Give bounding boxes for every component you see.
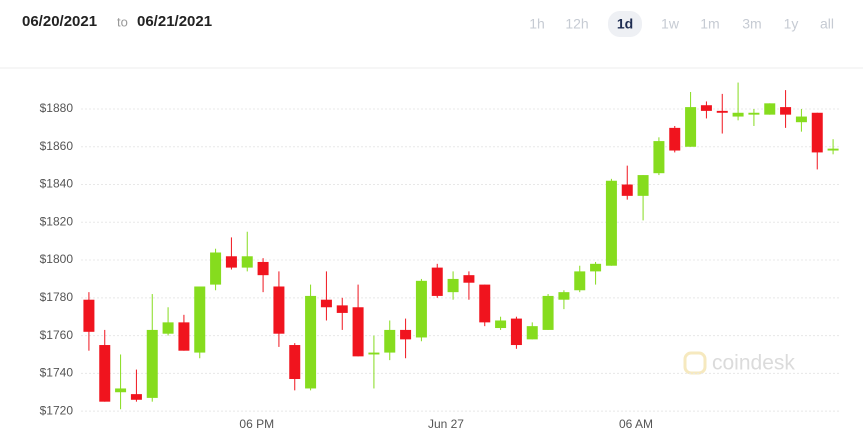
candle-body xyxy=(574,271,586,291)
range-button[interactable]: 1m xyxy=(700,16,719,32)
candle-body xyxy=(700,105,712,111)
y-tick-label: $1760 xyxy=(40,328,74,342)
x-tick-label: 06 AM xyxy=(619,417,653,431)
x-tick-label: Jun 27 xyxy=(428,417,464,431)
candle-body xyxy=(716,110,728,113)
candle-body xyxy=(431,267,443,296)
candle-body xyxy=(748,112,760,115)
y-tick-label: $1780 xyxy=(40,290,74,304)
range-selected-bg xyxy=(608,11,642,37)
candle-body xyxy=(178,322,190,351)
y-tick-label: $1820 xyxy=(40,214,74,228)
candle-body xyxy=(320,299,332,308)
candle-body xyxy=(257,261,269,276)
candle-body xyxy=(495,320,507,329)
range-button[interactable]: 1w xyxy=(661,16,680,32)
candle-body xyxy=(811,112,823,153)
candle-body xyxy=(669,127,681,151)
candle-body xyxy=(194,286,206,353)
candle-body xyxy=(653,141,665,174)
candle-body xyxy=(732,112,744,117)
candle-body xyxy=(384,329,396,353)
range-button[interactable]: 12h xyxy=(565,16,588,32)
watermark-text: coindesk xyxy=(712,352,795,375)
candle-body xyxy=(605,180,617,266)
candle-body xyxy=(146,329,158,398)
candle-body xyxy=(558,292,570,300)
range-button[interactable]: 3m xyxy=(742,16,761,32)
x-tick-label: 06 PM xyxy=(239,417,274,431)
candle-body xyxy=(780,107,792,115)
candle-body xyxy=(827,148,839,151)
candle-body xyxy=(352,307,364,357)
range-button[interactable]: 1y xyxy=(784,16,799,32)
candle-body xyxy=(400,329,412,340)
date-to: 06/21/2021 xyxy=(137,13,212,30)
candle-body xyxy=(368,352,380,355)
range-button[interactable]: all xyxy=(820,16,834,32)
candle-body xyxy=(115,388,127,393)
candle-body xyxy=(289,345,301,380)
candle-body xyxy=(510,318,522,346)
y-tick-label: $1860 xyxy=(40,139,74,153)
candle-body xyxy=(305,295,317,389)
candle-body xyxy=(463,275,475,283)
candle-body xyxy=(241,256,253,268)
candle-body xyxy=(764,103,776,115)
range-button[interactable]: 1d xyxy=(617,16,633,32)
y-tick-label: $1740 xyxy=(40,366,74,380)
candle-body xyxy=(162,322,174,334)
date-from: 06/20/2021 xyxy=(22,13,97,30)
candle-body xyxy=(590,263,602,272)
watermark: coindesk xyxy=(683,351,795,375)
candle-body xyxy=(130,394,142,400)
candle-body xyxy=(621,184,633,196)
candle-body xyxy=(225,256,237,268)
candle-body xyxy=(99,345,111,402)
range-button[interactable]: 1h xyxy=(529,16,545,32)
y-tick-label: $1840 xyxy=(40,177,74,191)
candle-body xyxy=(336,305,348,313)
candle-body xyxy=(479,284,491,323)
candle-body xyxy=(526,326,538,340)
y-tick-label: $1800 xyxy=(40,252,74,266)
candle-body xyxy=(447,278,459,293)
y-tick-label: $1720 xyxy=(40,403,74,417)
candle-body xyxy=(415,280,427,338)
watermark-logo xyxy=(683,351,707,375)
candle-body xyxy=(542,295,554,330)
candle-body xyxy=(637,175,649,196)
candle-body xyxy=(273,286,285,334)
candle-body xyxy=(685,107,697,147)
candle-body xyxy=(83,299,95,332)
y-tick-label: $1880 xyxy=(40,101,74,115)
candle-body xyxy=(210,252,222,285)
date-to-word: to xyxy=(117,14,128,29)
candle-body xyxy=(795,116,807,123)
